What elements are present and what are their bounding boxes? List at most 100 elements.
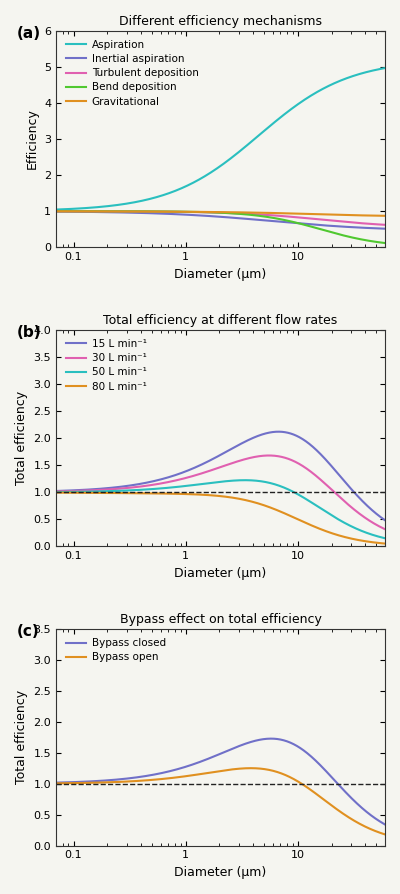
Text: (c): (c) (17, 625, 40, 639)
50 L min⁻¹ (382, 533, 387, 544)
X-axis label: Diameter (μm): Diameter (μm) (174, 267, 267, 281)
30 L min⁻¹ (253, 451, 258, 462)
50 L min⁻¹ (264, 477, 268, 487)
Y-axis label: Efficiency: Efficiency (26, 108, 39, 169)
50 L min⁻¹ (74, 486, 79, 497)
Inertial aspiration (263, 215, 268, 226)
80 L min⁻¹ (382, 538, 387, 549)
Title: Bypass effect on total efficiency: Bypass effect on total efficiency (120, 613, 322, 627)
Gravitational (54, 206, 58, 216)
Line: Bend deposition: Bend deposition (56, 211, 385, 243)
Inertial aspiration (382, 224, 387, 234)
Bend deposition (245, 209, 250, 220)
50 L min⁻¹ (304, 493, 308, 504)
Line: Turbulent deposition: Turbulent deposition (56, 211, 385, 224)
30 L min⁻¹ (54, 486, 58, 497)
Turbulent deposition (382, 219, 387, 230)
Bypass closed (54, 777, 58, 788)
Aspiration (74, 203, 79, 214)
Bend deposition (253, 210, 258, 221)
Inertial aspiration (337, 221, 342, 232)
30 L min⁻¹ (245, 453, 250, 464)
Gravitational (263, 207, 268, 218)
Line: 50 L min⁻¹: 50 L min⁻¹ (56, 480, 385, 538)
Legend: Aspiration, Inertial aspiration, Turbulent deposition, Bend deposition, Gravitat: Aspiration, Inertial aspiration, Turbule… (61, 36, 203, 111)
Bypass open (337, 806, 342, 817)
80 L min⁻¹ (303, 518, 308, 528)
30 L min⁻¹ (304, 463, 308, 474)
Y-axis label: Total efficiency: Total efficiency (15, 690, 28, 784)
80 L min⁻¹ (54, 487, 58, 498)
Turbulent deposition (253, 209, 258, 220)
Bend deposition (303, 220, 308, 231)
Line: 30 L min⁻¹: 30 L min⁻¹ (56, 456, 385, 529)
50 L min⁻¹ (54, 486, 58, 497)
15 L min⁻¹ (54, 485, 58, 496)
80 L min⁻¹ (253, 497, 258, 508)
Bypass closed (304, 746, 308, 757)
Turbulent deposition (263, 209, 268, 220)
Turbulent deposition (74, 206, 79, 216)
Text: (a): (a) (17, 26, 41, 41)
15 L min⁻¹ (253, 432, 258, 443)
Aspiration (263, 124, 268, 135)
Line: 80 L min⁻¹: 80 L min⁻¹ (56, 493, 385, 544)
80 L min⁻¹ (74, 487, 79, 498)
Line: Aspiration: Aspiration (56, 68, 385, 209)
Line: Bypass closed: Bypass closed (56, 738, 385, 824)
Aspiration (303, 94, 308, 105)
Gravitational (337, 209, 342, 220)
Aspiration (54, 204, 58, 215)
30 L min⁻¹ (266, 451, 271, 461)
50 L min⁻¹ (254, 476, 258, 486)
Bypass closed (74, 777, 79, 788)
Bend deposition (263, 211, 268, 222)
Bypass closed (337, 780, 342, 791)
Inertial aspiration (54, 207, 58, 217)
X-axis label: Diameter (μm): Diameter (μm) (174, 567, 267, 580)
15 L min⁻¹ (74, 485, 79, 495)
Turbulent deposition (54, 206, 58, 216)
Bend deposition (54, 206, 58, 216)
Inertial aspiration (74, 207, 79, 217)
80 L min⁻¹ (263, 501, 268, 511)
30 L min⁻¹ (382, 524, 387, 535)
Bypass open (254, 763, 258, 773)
50 L min⁻¹ (337, 515, 342, 526)
30 L min⁻¹ (74, 485, 79, 496)
15 L min⁻¹ (263, 428, 268, 439)
Line: Gravitational: Gravitational (56, 211, 385, 215)
30 L min⁻¹ (337, 492, 342, 502)
15 L min⁻¹ (382, 515, 387, 526)
80 L min⁻¹ (245, 495, 250, 506)
Aspiration (245, 139, 250, 150)
Y-axis label: Total efficiency: Total efficiency (15, 391, 28, 485)
Bend deposition (74, 206, 79, 216)
Title: Different efficiency mechanisms: Different efficiency mechanisms (119, 15, 322, 28)
Line: Inertial aspiration: Inertial aspiration (56, 212, 385, 229)
Bypass open (264, 764, 268, 775)
X-axis label: Diameter (μm): Diameter (μm) (174, 866, 267, 879)
Legend: Bypass closed, Bypass open: Bypass closed, Bypass open (61, 634, 170, 667)
Bypass open (248, 763, 253, 773)
Text: (b): (b) (17, 325, 41, 341)
Legend: 15 L min⁻¹, 30 L min⁻¹, 50 L min⁻¹, 80 L min⁻¹: 15 L min⁻¹, 30 L min⁻¹, 50 L min⁻¹, 80 L… (61, 335, 151, 396)
Bypass open (74, 778, 79, 789)
Title: Total efficiency at different flow rates: Total efficiency at different flow rates (104, 314, 338, 327)
Inertial aspiration (253, 215, 258, 225)
50 L min⁻¹ (243, 475, 248, 485)
Turbulent deposition (337, 216, 342, 227)
Bypass closed (268, 733, 273, 744)
Bypass closed (263, 734, 268, 745)
Aspiration (337, 76, 342, 87)
Bypass open (54, 778, 58, 789)
Bypass closed (245, 738, 250, 748)
Line: 15 L min⁻¹: 15 L min⁻¹ (56, 432, 385, 520)
Gravitational (74, 206, 79, 216)
Bend deposition (337, 229, 342, 240)
15 L min⁻¹ (337, 470, 342, 481)
Bend deposition (382, 238, 387, 249)
50 L min⁻¹ (245, 475, 250, 485)
Inertial aspiration (303, 218, 308, 229)
15 L min⁻¹ (304, 436, 308, 447)
